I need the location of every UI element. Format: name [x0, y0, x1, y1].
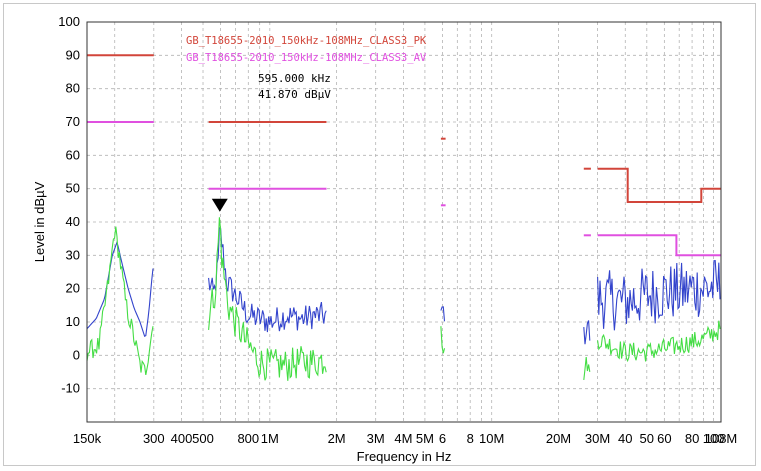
x-tick-label: 30M — [585, 431, 610, 446]
trace-blue — [208, 226, 327, 333]
x-tick-label: 60 — [657, 431, 671, 446]
x-tick-label: 1M — [261, 431, 279, 446]
trace-green — [597, 320, 721, 363]
limit-lines — [87, 54, 721, 257]
x-axis-title: Frequency in Hz — [357, 449, 452, 464]
marker: 595.000 kHz 41.870 dBµV — [211, 72, 331, 212]
x-tick-label: 400 — [171, 431, 193, 446]
x-tick-label: 20M — [546, 431, 571, 446]
trace-green — [583, 357, 591, 380]
y-tick-label: 80 — [66, 81, 80, 96]
legend-av-limit: GB_T18655-2010_150kHz-108MHz_CLASS3_AV — [186, 52, 427, 64]
limit-av-line — [597, 234, 721, 257]
trace-blue — [440, 306, 446, 322]
x-tick-label: 2M — [328, 431, 346, 446]
trace-green — [440, 326, 446, 354]
y-tick-label: 60 — [66, 147, 80, 162]
x-tick-label: 10M — [479, 431, 504, 446]
trace-green — [208, 217, 327, 381]
trace-green — [86, 226, 154, 376]
x-tick-label: 500 — [192, 431, 214, 446]
x-tick-label: 8 — [467, 431, 474, 446]
x-tick-label: 40 — [618, 431, 632, 446]
y-tick-label: 90 — [66, 47, 80, 62]
x-tick-label: 3M — [367, 431, 385, 446]
y-axis-ticks: -10 0 10 20 30 40 50 60 70 80 90 100 — [58, 14, 80, 396]
marker-triangle-icon — [211, 198, 228, 212]
x-tick-label: 800 — [237, 431, 259, 446]
legend: GB_T18655-2010_150kHz-108MHz_CLASS3_PK G… — [186, 35, 427, 64]
data-traces — [86, 217, 721, 381]
y-tick-label: 10 — [66, 314, 80, 329]
y-tick-label: 20 — [66, 281, 80, 296]
x-tick-label: 80 — [685, 431, 699, 446]
y-tick-label: -10 — [61, 381, 80, 396]
y-tick-label: 70 — [66, 114, 80, 129]
x-tick-label: 6 — [439, 431, 446, 446]
y-tick-label: 100 — [58, 14, 80, 29]
trace-blue — [597, 260, 721, 331]
legend-pk-limit: GB_T18655-2010_150kHz-108MHz_CLASS3_PK — [186, 35, 427, 47]
y-axis-title: Level in dBµV — [32, 181, 47, 262]
x-tick-label: 108M — [705, 431, 738, 446]
y-tick-label: 40 — [66, 214, 80, 229]
x-tick-label: 100 — [703, 431, 725, 446]
y-tick-label: 30 — [66, 247, 80, 262]
marker-frequency: 595.000 kHz — [258, 72, 331, 85]
x-tick-label: 300 — [143, 431, 165, 446]
plot-area — [86, 21, 722, 423]
x-tick-label: 50 — [640, 431, 654, 446]
marker-level: 41.870 dBµV — [258, 88, 331, 101]
x-axis-ticks: 150k 300 400 500 800 1M 2M 3M 4M 5M 6 8 10M 20M 30M 40 5… — [73, 431, 737, 446]
x-tick-label: 5M — [416, 431, 434, 446]
x-tick-label: 4M — [394, 431, 412, 446]
limit-pk-line — [597, 167, 721, 203]
trace-blue — [583, 320, 591, 345]
y-tick-label: 0 — [73, 347, 80, 362]
x-tick-label: 150k — [73, 431, 102, 446]
y-tick-label: 50 — [66, 181, 80, 196]
grid — [87, 21, 721, 422]
